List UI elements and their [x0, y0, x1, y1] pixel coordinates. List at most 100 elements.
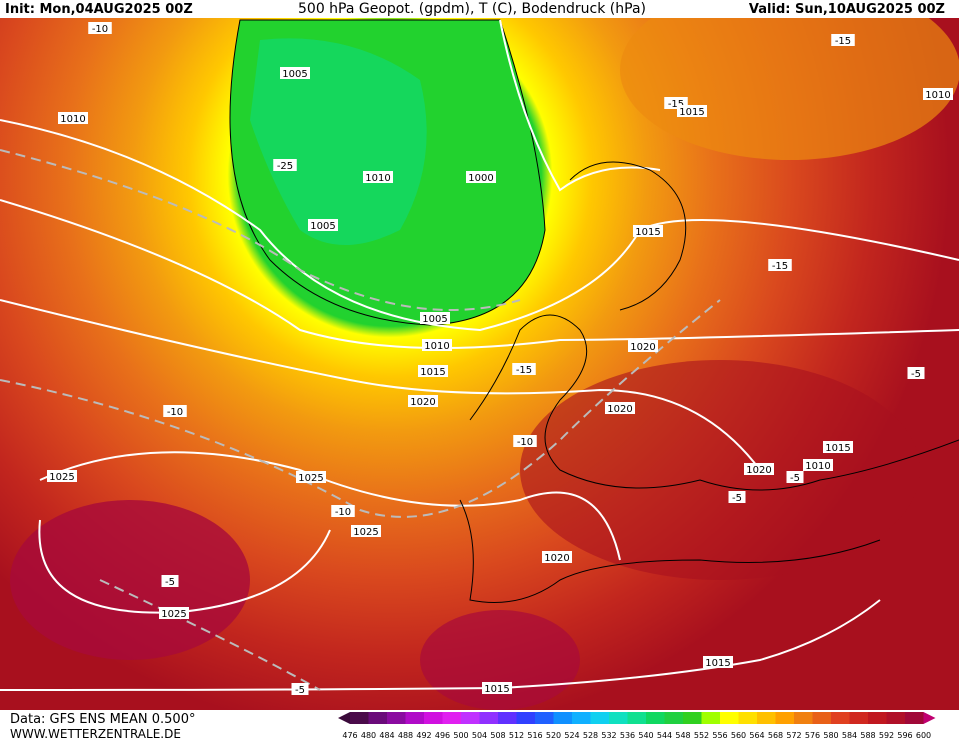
colorbar-label: 500 [453, 731, 468, 740]
contour-label: 1015 [705, 658, 730, 669]
label-box [296, 471, 326, 483]
colorbar-box [812, 712, 831, 724]
colorbar-label: 532 [601, 731, 616, 740]
contour-label: 1015 [679, 107, 704, 118]
contour-label: -5 [165, 577, 175, 588]
isobars [0, 19, 959, 691]
contour-label: 1020 [630, 342, 655, 353]
colorbar-label: 592 [879, 731, 894, 740]
colorbar-label: 512 [509, 731, 524, 740]
contour-label: -10 [167, 407, 183, 418]
contour-label: -15 [668, 99, 684, 110]
colorbar-label: 484 [379, 731, 394, 740]
colorbar-label: 492 [416, 731, 431, 740]
colorbar-arrow [338, 712, 350, 724]
label-box [605, 402, 635, 414]
colorbar-arrow [923, 712, 936, 724]
coastlines [459, 161, 959, 603]
colorbar-label: 524 [564, 731, 579, 740]
label-box [728, 491, 746, 503]
label-box [628, 340, 658, 352]
contour-label: 1015 [635, 227, 660, 238]
contour-label: 1010 [805, 461, 830, 472]
label-box [159, 607, 189, 619]
label-box [420, 312, 450, 324]
colorbar-box [590, 712, 609, 724]
label-box [633, 225, 663, 237]
colorbar-label: 576 [805, 731, 820, 740]
colorbar-box [405, 712, 424, 724]
field-patch [520, 360, 920, 580]
label-box [418, 365, 448, 377]
label-box [161, 575, 179, 587]
contour-label: 1015 [484, 684, 509, 695]
contour-label: -15 [772, 261, 788, 272]
field-patch [620, 0, 959, 160]
contour-label: 1020 [746, 465, 771, 476]
isotherms [0, 149, 721, 691]
label-box [466, 171, 496, 183]
contour-label: 1025 [298, 473, 323, 484]
label-box [803, 459, 833, 471]
cold-core [250, 38, 427, 246]
contour-label: -5 [732, 493, 742, 504]
contour-label: -15 [835, 36, 851, 47]
colorbar-box [886, 712, 905, 724]
contour-label: 1000 [468, 173, 493, 184]
init-time: Init: Mon,04AUG2025 00Z [5, 2, 193, 17]
contour-label: 1020 [410, 397, 435, 408]
colorbar-label: 496 [435, 731, 450, 740]
label-box [408, 395, 438, 407]
contour-label: 1005 [282, 69, 307, 80]
label-box [512, 363, 536, 375]
contour-label: 1025 [49, 472, 74, 483]
label-box [422, 339, 452, 351]
contour-label: -5 [911, 369, 921, 380]
contour-label: 1010 [60, 114, 85, 125]
colorbar-label: 504 [472, 731, 487, 740]
colorbar-label: 564 [749, 731, 764, 740]
contour-label: -10 [92, 24, 108, 35]
valid-time: Valid: Sun,10AUG2025 00Z [749, 2, 945, 17]
data-source: Data: GFS ENS MEAN 0.500° [10, 712, 195, 727]
label-box [280, 67, 310, 79]
colorbar-box [387, 712, 406, 724]
contour-label: 1010 [925, 90, 950, 101]
colorbar-label: 544 [657, 731, 672, 740]
header-bar [0, 0, 959, 18]
contour-label: 1025 [161, 609, 186, 620]
colorbar-box [683, 712, 702, 724]
contour-label: -15 [516, 365, 532, 376]
colorbar-box [627, 712, 646, 724]
colorbar-box [498, 712, 517, 724]
contour-label: -10 [517, 437, 533, 448]
colorbar-label: 588 [860, 731, 875, 740]
colorbar-label: 540 [638, 731, 653, 740]
contour-label: 1010 [424, 341, 449, 352]
colorbar-box [664, 712, 683, 724]
contour-label: 1005 [422, 314, 447, 325]
colorbar: 476 480 484 488 492 496 500 504 508 512 516 520 524 5… [338, 712, 936, 740]
label-box [923, 88, 953, 100]
contour-label: 1010 [365, 173, 390, 184]
colorbar-box [794, 712, 813, 724]
colorbar-box [461, 712, 480, 724]
label-box [163, 405, 187, 417]
contour-label: -10 [335, 507, 351, 518]
contour-label: 1020 [544, 553, 569, 564]
colorbar-box [757, 712, 776, 724]
map [0, 0, 959, 710]
label-box [677, 105, 707, 117]
label-box [768, 259, 792, 271]
colorbar-label: 516 [527, 731, 542, 740]
colorbar-box [831, 712, 850, 724]
colorbar-box [701, 712, 720, 724]
colorbar-label: 480 [361, 731, 376, 740]
colorbar-box [720, 712, 739, 724]
label-box [88, 22, 112, 34]
label-box [308, 219, 338, 231]
colorbar-box [516, 712, 535, 724]
colorbar-label: 560 [731, 731, 746, 740]
colorbar-box [849, 712, 868, 724]
